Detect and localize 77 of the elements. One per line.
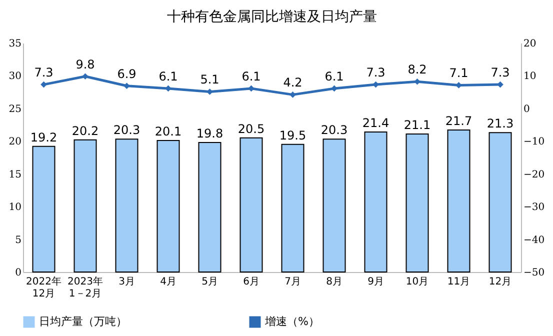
data-label: 7.3 — [490, 66, 510, 80]
point — [372, 81, 379, 88]
x-tick-label: 5月 — [202, 276, 218, 288]
bar — [406, 133, 429, 272]
bar — [156, 140, 180, 272]
data-label: 6.1 — [242, 69, 261, 84]
bar — [198, 142, 222, 272]
data-label: 20.3 — [113, 123, 140, 138]
y2-tick-label: 10 — [524, 71, 536, 82]
y2-tick-label: −30 — [524, 202, 545, 214]
bar — [74, 139, 97, 272]
data-label: 20.2 — [72, 124, 99, 138]
x-tick-label: 3月 — [118, 276, 135, 288]
data-label: 20.3 — [320, 123, 348, 138]
x-tick-label: 2023年 1－2月 — [68, 276, 103, 300]
bar — [115, 138, 138, 272]
data-label: 9.8 — [76, 57, 95, 72]
bar — [322, 138, 346, 272]
y2-tick-label: 20 — [524, 38, 536, 50]
bar — [281, 144, 304, 272]
point — [248, 85, 254, 92]
point — [165, 85, 172, 92]
x-tick-label: 11月 — [447, 276, 470, 288]
data-label: 4.2 — [283, 76, 302, 90]
data-label: 20.1 — [154, 124, 182, 138]
data-label: 21.1 — [404, 118, 431, 132]
data-label: 6.9 — [117, 66, 136, 81]
y2-tick-label: −50 — [524, 268, 545, 278]
data-label: 6.1 — [324, 69, 344, 84]
data-label: 7.3 — [366, 66, 386, 80]
bar — [32, 146, 56, 272]
bar — [447, 130, 470, 272]
point — [40, 81, 47, 88]
point — [414, 78, 420, 85]
data-label: 19.2 — [30, 130, 58, 144]
data-label: 20.5 — [238, 122, 265, 136]
x-tick-label: 4月 — [160, 276, 176, 288]
data-label: 6.1 — [158, 69, 178, 84]
y-tick-label: 25 — [8, 104, 22, 115]
data-label: 5.1 — [200, 72, 220, 87]
data-label: 21.7 — [445, 114, 472, 128]
legend-label: 日均产量（万吨） — [39, 315, 127, 328]
point — [497, 81, 504, 88]
y2-tick-label: 0 — [524, 104, 530, 115]
y2-tick-label: −10 — [524, 136, 545, 148]
bar — [488, 132, 512, 272]
point — [124, 82, 130, 90]
data-label: 19.5 — [279, 128, 306, 142]
y-tick-label: 30 — [8, 71, 22, 82]
y-tick-label: 20 — [8, 136, 22, 148]
legend-label: 增速（%） — [264, 315, 320, 328]
y2-tick-label: −40 — [524, 234, 545, 246]
x-tick-label: 12月 — [488, 276, 512, 288]
data-label: 21.4 — [362, 116, 390, 130]
bar — [240, 137, 263, 272]
x-tick-label: 10月 — [406, 276, 429, 288]
data-label: 21.3 — [486, 116, 514, 131]
data-label: 19.8 — [196, 126, 224, 140]
x-tick-label: 9月 — [368, 276, 384, 288]
x-tick-label: 8月 — [326, 276, 342, 288]
x-tick-label: 6月 — [243, 276, 260, 288]
y-tick-label: 15 — [8, 169, 22, 180]
point — [82, 73, 88, 80]
y-tick-label: 10 — [8, 202, 22, 214]
data-label: 8.2 — [408, 62, 427, 77]
x-tick-label: 7月 — [284, 276, 301, 288]
x-tick-label: 2022年 12月 — [26, 276, 62, 300]
point — [290, 92, 296, 98]
y-tick-label: 0 — [15, 268, 22, 278]
data-label: 7.1 — [449, 66, 468, 80]
data-label: 7.3 — [34, 66, 54, 80]
bar — [364, 131, 388, 272]
chart-title: 十种有色金属同比增速及日均产量 — [167, 9, 377, 25]
y-tick-label: 35 — [8, 38, 22, 50]
y2-tick-label: −20 — [524, 169, 545, 180]
y-tick-label: 5 — [15, 234, 22, 246]
point — [331, 85, 338, 92]
